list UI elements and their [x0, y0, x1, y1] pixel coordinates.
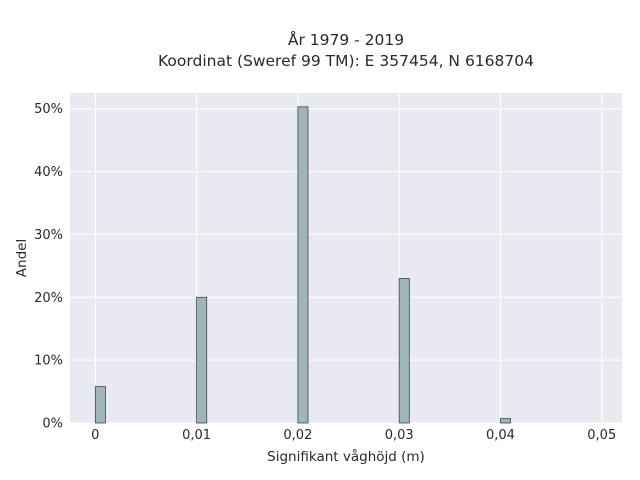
x-tick-label: 0,05	[587, 428, 616, 443]
x-tick-label: 0,04	[486, 428, 515, 443]
x-tick-labels: 0 0,01 0,02 0,03 0,04 0,05	[91, 428, 616, 443]
plot-area	[70, 93, 622, 423]
x-tick-label: 0,02	[283, 428, 312, 443]
x-tick-label: 0,01	[182, 428, 211, 443]
histogram-bar	[196, 296, 208, 424]
histogram-bar	[398, 278, 410, 424]
y-tick-label: 0%	[42, 417, 63, 432]
y-tick-label: 20%	[34, 291, 63, 306]
x-axis-title: Signifikant våghöjd (m)	[267, 448, 425, 465]
y-tick-label: 30%	[34, 228, 63, 243]
bars	[94, 106, 511, 424]
y-axis-title: Andel	[14, 239, 30, 277]
x-tick-label: 0,03	[385, 428, 414, 443]
chart-title-line-1: År 1979 - 2019	[288, 30, 404, 49]
histogram-bar	[500, 418, 511, 424]
y-tick-label: 50%	[34, 102, 63, 117]
histogram-bar	[94, 386, 106, 424]
y-tick-label: 10%	[34, 354, 63, 369]
y-tick-label: 40%	[34, 165, 63, 180]
x-tick-label: 0	[91, 428, 99, 443]
chart-title-line-2: Koordinat (Sweref 99 TM): E 357454, N 61…	[158, 52, 534, 70]
histogram-bar	[297, 106, 309, 424]
y-tick-labels: 0% 10% 20% 30% 40% 50%	[34, 102, 63, 431]
